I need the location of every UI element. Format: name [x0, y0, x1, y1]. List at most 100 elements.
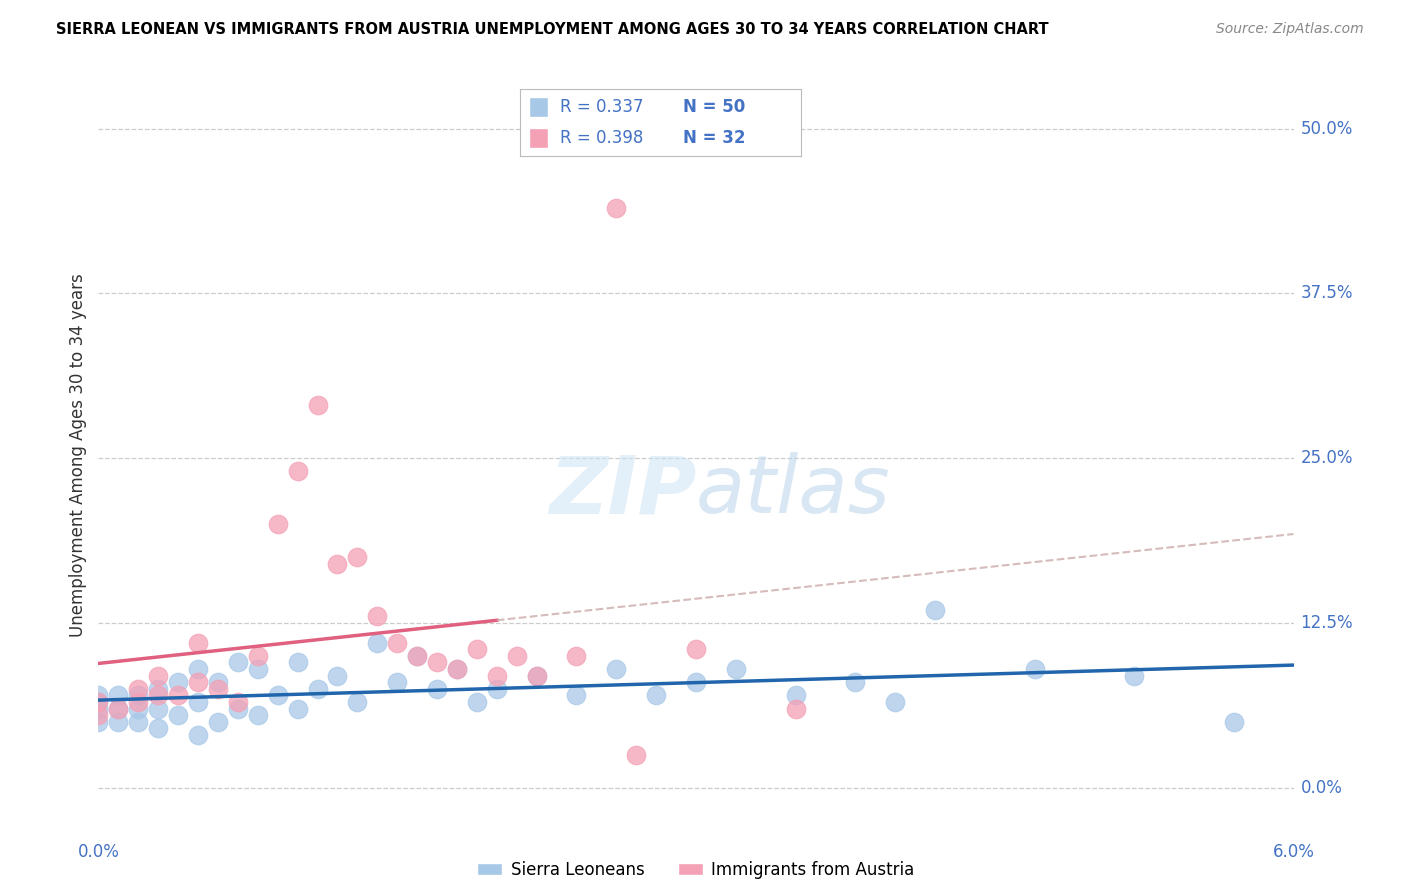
- Text: 12.5%: 12.5%: [1301, 614, 1353, 632]
- Point: [167, 708, 190, 723]
- Point: [465, 695, 488, 709]
- Text: 25.0%: 25.0%: [1301, 450, 1353, 467]
- Point: [406, 648, 429, 663]
- Point: [207, 681, 229, 696]
- Point: [246, 648, 269, 663]
- Point: [148, 689, 170, 703]
- Point: [148, 722, 170, 736]
- Point: [526, 668, 548, 682]
- Point: [465, 642, 488, 657]
- Point: [724, 662, 747, 676]
- Point: [207, 675, 229, 690]
- Point: [226, 695, 249, 709]
- Text: SIERRA LEONEAN VS IMMIGRANTS FROM AUSTRIA UNEMPLOYMENT AMONG AGES 30 TO 34 YEARS: SIERRA LEONEAN VS IMMIGRANTS FROM AUSTRI…: [56, 22, 1049, 37]
- Point: [187, 662, 209, 676]
- Point: [426, 681, 449, 696]
- Text: R = 0.337: R = 0.337: [560, 98, 643, 116]
- Point: [127, 695, 149, 709]
- Point: [87, 695, 110, 709]
- Point: [385, 675, 409, 690]
- Text: N = 32: N = 32: [683, 129, 745, 147]
- Text: 50.0%: 50.0%: [1301, 120, 1353, 137]
- Point: [267, 517, 290, 532]
- Point: [685, 642, 707, 657]
- Point: [87, 689, 110, 703]
- Point: [1024, 662, 1046, 676]
- FancyBboxPatch shape: [529, 97, 548, 117]
- Text: N = 50: N = 50: [683, 98, 745, 116]
- Point: [506, 648, 529, 663]
- Point: [267, 689, 290, 703]
- Point: [87, 714, 110, 729]
- Point: [226, 656, 249, 670]
- Point: [148, 681, 170, 696]
- Text: Source: ZipAtlas.com: Source: ZipAtlas.com: [1216, 22, 1364, 37]
- Point: [605, 662, 627, 676]
- Point: [785, 701, 807, 715]
- Point: [426, 656, 449, 670]
- Y-axis label: Unemployment Among Ages 30 to 34 years: Unemployment Among Ages 30 to 34 years: [69, 273, 87, 637]
- Point: [924, 603, 946, 617]
- Point: [246, 708, 269, 723]
- Point: [127, 714, 149, 729]
- Point: [446, 662, 468, 676]
- Point: [1223, 714, 1246, 729]
- Point: [526, 668, 548, 682]
- Point: [366, 636, 388, 650]
- Point: [187, 728, 209, 742]
- Point: [87, 695, 110, 709]
- Point: [187, 675, 209, 690]
- Point: [127, 701, 149, 715]
- Point: [107, 714, 129, 729]
- Point: [624, 747, 647, 762]
- Point: [87, 701, 110, 715]
- FancyBboxPatch shape: [529, 128, 548, 148]
- Point: [167, 675, 190, 690]
- Point: [785, 689, 807, 703]
- Point: [307, 399, 329, 413]
- Legend: Sierra Leoneans, Immigrants from Austria: Sierra Leoneans, Immigrants from Austria: [471, 855, 921, 886]
- Point: [485, 668, 508, 682]
- Point: [565, 648, 588, 663]
- Point: [565, 689, 588, 703]
- Point: [287, 464, 309, 478]
- Point: [167, 689, 190, 703]
- Point: [287, 701, 309, 715]
- Text: 37.5%: 37.5%: [1301, 285, 1353, 302]
- Point: [226, 701, 249, 715]
- Point: [246, 662, 269, 676]
- Text: 6.0%: 6.0%: [1272, 843, 1315, 861]
- Point: [446, 662, 468, 676]
- Point: [326, 557, 349, 571]
- Point: [485, 681, 508, 696]
- Point: [107, 701, 129, 715]
- Point: [326, 668, 349, 682]
- Point: [148, 668, 170, 682]
- Point: [406, 648, 429, 663]
- Point: [187, 636, 209, 650]
- Point: [844, 675, 866, 690]
- Text: 0.0%: 0.0%: [1301, 779, 1343, 797]
- Point: [148, 701, 170, 715]
- Point: [884, 695, 907, 709]
- Point: [127, 681, 149, 696]
- Point: [207, 714, 229, 729]
- Point: [127, 689, 149, 703]
- Point: [1123, 668, 1146, 682]
- Point: [366, 609, 388, 624]
- Point: [187, 695, 209, 709]
- Point: [605, 201, 627, 215]
- Point: [346, 695, 368, 709]
- Point: [107, 701, 129, 715]
- Point: [685, 675, 707, 690]
- Point: [385, 636, 409, 650]
- Point: [287, 656, 309, 670]
- Point: [645, 689, 668, 703]
- Point: [346, 550, 368, 565]
- Point: [87, 708, 110, 723]
- Text: ZIP: ZIP: [548, 452, 696, 531]
- Text: atlas: atlas: [696, 452, 891, 531]
- Point: [307, 681, 329, 696]
- Point: [107, 689, 129, 703]
- Text: 0.0%: 0.0%: [77, 843, 120, 861]
